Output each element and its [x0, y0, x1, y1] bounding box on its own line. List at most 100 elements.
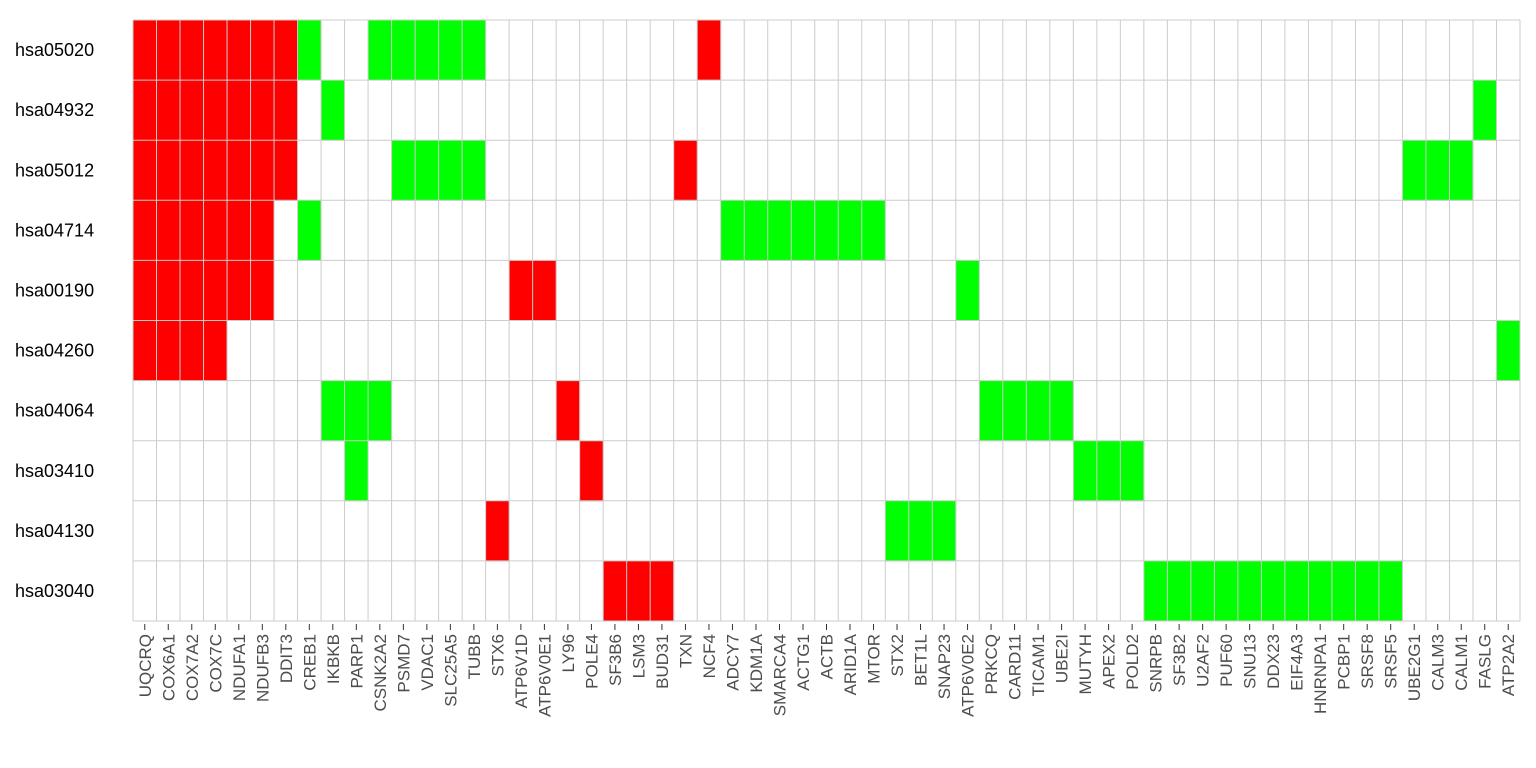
heatmap-cell-hsa05020-COX7C	[203, 20, 228, 81]
column-label-MTOR: MTOR	[865, 634, 884, 684]
column-label-HNRNPA1: HNRNPA1	[1311, 634, 1330, 714]
heatmap-cell-hsa05012-UQCRQ	[133, 140, 157, 201]
heatmap-cell-hsa03040-SNU13	[1237, 560, 1262, 622]
heatmap-cell-hsa03410-MUTYH	[1073, 440, 1098, 502]
column-label-PUF60: PUF60	[1217, 634, 1236, 687]
column-ticks	[144, 624, 1509, 630]
column-label-KDM1A: KDM1A	[747, 633, 766, 692]
row-labels: hsa05020 hsa04932 hsa05012 hsa04714 hsa00190…	[15, 40, 94, 601]
heatmap-cell-hsa04714-COX6A1	[156, 200, 181, 261]
heatmap-cell-hsa03040-LSM3	[626, 560, 651, 622]
column-label-LSM3: LSM3	[629, 634, 648, 678]
heatmap-cell-hsa05012-SLC25A5	[438, 140, 463, 201]
heatmap-cell-hsa03040-BUD31	[650, 560, 675, 622]
heatmap-cell-hsa03040-SNRPB	[1143, 560, 1168, 622]
heatmap-cell-hsa04932-COX7A2	[180, 80, 204, 141]
row-label-hsa04714: hsa04714	[15, 220, 94, 240]
column-label-UBE2I: UBE2I	[1053, 634, 1072, 683]
column-label-NDUFA1: NDUFA1	[230, 634, 249, 701]
heatmap-cell-hsa03040-U2AF2	[1190, 560, 1215, 622]
heatmap-cell-hsa05012-COX6A1	[156, 140, 181, 201]
row-label-hsa04260: hsa04260	[15, 341, 94, 361]
column-label-CALM1: CALM1	[1452, 634, 1471, 691]
heatmap-cell-hsa04932-UQCRQ	[133, 80, 157, 141]
heatmap-cell-hsa04714-CREB1	[297, 200, 322, 261]
heatmap-cell-hsa00190-COX6A1	[156, 260, 181, 321]
heatmap-cell-hsa05020-NDUFA1	[227, 20, 251, 81]
heatmap-cell-hsa04714-KDM1A	[744, 200, 769, 261]
column-label-PSMD7: PSMD7	[394, 634, 413, 693]
heatmap-cell-hsa03040-DDX23	[1261, 560, 1286, 622]
column-label-COX6A1: COX6A1	[159, 634, 178, 701]
column-label-BET1L: BET1L	[912, 634, 931, 686]
column-label-PARP1: PARP1	[347, 634, 366, 689]
column-label-BUD31: BUD31	[653, 634, 672, 689]
heatmap-cell-hsa05012-TXN	[673, 140, 698, 201]
column-label-SNU13: SNU13	[1241, 634, 1260, 689]
heatmap-cell-hsa05020-VDAC1	[415, 20, 440, 81]
heatmap-cell-hsa04932-NDUFB3	[250, 80, 275, 141]
heatmap-cell-hsa04714-MTOR	[861, 200, 886, 261]
heatmap-cell-hsa03040-SRSF8	[1355, 560, 1380, 622]
heatmap-cell-hsa04714-NDUFB3	[250, 200, 275, 261]
column-label-TXN: TXN	[676, 634, 695, 668]
row-label-hsa04130: hsa04130	[15, 521, 94, 541]
column-label-CREB1: CREB1	[300, 634, 319, 691]
column-label-SF3B2: SF3B2	[1170, 634, 1189, 686]
heatmap-cell-hsa04064-LY96	[556, 380, 581, 442]
heatmap-cell-hsa03410-APEX2	[1096, 440, 1121, 502]
heatmap-cell-hsa00190-ATP6V0E1	[532, 260, 557, 321]
heatmap-cell-hsa00190-COX7C	[203, 260, 228, 321]
column-label-LY96: LY96	[559, 634, 578, 672]
heatmap-cell-hsa05012-CALM1	[1449, 140, 1474, 201]
heatmap-cell-hsa04714-NDUFA1	[227, 200, 251, 261]
heatmap-cell-hsa04064-PARP1	[344, 380, 369, 442]
column-label-ATP6V0E1: ATP6V0E1	[535, 634, 554, 717]
heatmap-cell-hsa05020-CSNK2A2	[368, 20, 392, 81]
heatmap-cell-hsa00190-COX7A2	[180, 260, 204, 321]
heatmap-cell-hsa05012-DDIT3	[274, 140, 298, 201]
heatmap-cell-hsa04064-CARD11	[1002, 380, 1027, 442]
heatmap-cell-hsa04064-CSNK2A2	[368, 380, 392, 442]
heatmap-cell-hsa04130-BET1L	[908, 500, 933, 562]
column-label-U2AF2: U2AF2	[1194, 634, 1213, 687]
column-label-TUBB: TUBB	[465, 634, 484, 679]
heatmap-cell-hsa04130-STX6	[485, 500, 510, 562]
heatmap-cell-hsa04714-SMARCA4	[767, 200, 792, 261]
column-label-DDIT3: DDIT3	[277, 634, 296, 683]
column-label-CALM3: CALM3	[1429, 634, 1448, 691]
heatmap-cell-hsa05012-VDAC1	[415, 140, 440, 201]
heatmap-cell-hsa04064-TICAM1	[1026, 380, 1051, 442]
heatmap-cell-hsa03040-SF3B6	[603, 560, 628, 622]
heatmap-cell-hsa03040-EIF4A3	[1284, 560, 1309, 622]
heatmap-cell-hsa05012-COX7C	[203, 140, 228, 201]
heatmap-cell-hsa04260-UQCRQ	[133, 320, 157, 381]
column-label-SF3B6: SF3B6	[606, 634, 625, 686]
column-label-SMARCA4: SMARCA4	[770, 634, 789, 716]
heatmap-cell-hsa04260-COX6A1	[156, 320, 181, 381]
column-label-EIF4A3: EIF4A3	[1288, 634, 1307, 691]
heatmap-cell-hsa05020-NDUFB3	[250, 20, 275, 81]
heatmap-cell-hsa05020-COX6A1	[156, 20, 181, 81]
heatmap-cell-hsa05020-DDIT3	[274, 20, 298, 81]
heatmap-cell-hsa04714-COX7A2	[180, 200, 204, 261]
row-label-hsa04064: hsa04064	[15, 401, 94, 421]
row-label-hsa03040: hsa03040	[15, 581, 94, 601]
column-label-POLE4: POLE4	[582, 634, 601, 689]
heatmap-cell-hsa04064-PRKCQ	[979, 380, 1004, 442]
heatmap-cell-hsa00190-UQCRQ	[133, 260, 157, 321]
heatmap-cell-hsa05012-COX7A2	[180, 140, 204, 201]
column-label-UBE2G1: UBE2G1	[1405, 634, 1424, 701]
column-label-STX2: STX2	[888, 634, 907, 677]
heatmap-cell-hsa04932-COX7C	[203, 80, 228, 141]
heatmap-cell-hsa04260-ATP2A2	[1496, 320, 1521, 381]
heatmap-cell-hsa05020-CREB1	[297, 20, 322, 81]
row-label-hsa00190: hsa00190	[15, 280, 94, 300]
heatmap-cell-hsa05020-COX7A2	[180, 20, 204, 81]
heatmap-cell-hsa03040-PCBP1	[1331, 560, 1356, 622]
column-label-COX7A2: COX7A2	[183, 634, 202, 701]
heatmap-grid	[132, 19, 1521, 622]
column-label-SNAP23: SNAP23	[935, 634, 954, 699]
heatmap-cell-hsa04260-COX7C	[203, 320, 228, 381]
